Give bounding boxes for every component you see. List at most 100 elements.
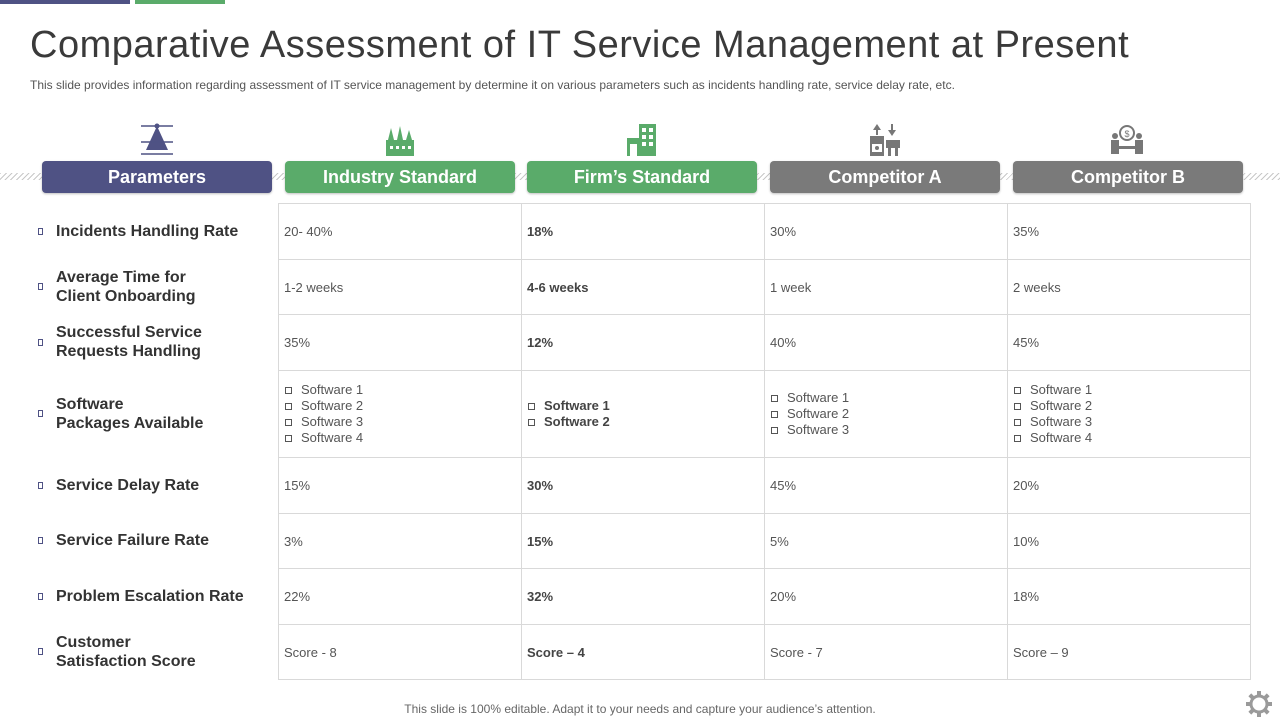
- bullet-icon: [38, 410, 43, 417]
- table-cell: 20%: [764, 568, 1008, 625]
- meeting-people-icon: $: [1111, 125, 1143, 154]
- table-cell: Score – 4: [521, 624, 765, 680]
- parameter-row: Software Packages Available: [38, 370, 278, 457]
- table-cell: Software 1 Software 2 Software 3: [764, 370, 1008, 458]
- software-label: Software 3: [787, 422, 850, 437]
- table-cell: 32%: [521, 568, 765, 625]
- header-parameters: Parameters: [42, 161, 272, 193]
- software-item: Software 4: [284, 430, 521, 446]
- checkbox-icon: [771, 410, 778, 418]
- table-cell: 1 week: [764, 259, 1008, 315]
- table-cell: 30%: [521, 457, 765, 514]
- top-accent-bar-purple: [0, 0, 130, 4]
- bullet-icon: [38, 338, 43, 346]
- software-label: Software 4: [301, 430, 364, 445]
- footer-note: This slide is 100% editable. Adapt it to…: [404, 702, 876, 716]
- table-cell: 20%: [1007, 457, 1251, 514]
- table-cell: Software 1 Software 2 Software 3 Softwar…: [1007, 370, 1251, 458]
- software-label: Software 4: [1030, 430, 1093, 445]
- top-accent-bar-green: [135, 0, 225, 4]
- table-cell: Score - 8: [278, 624, 522, 680]
- table-row: 35% 12% 40% 45%: [278, 314, 1251, 371]
- checkbox-icon: [1014, 434, 1021, 442]
- table-cell: Score - 7: [764, 624, 1008, 680]
- checkbox-icon: [1014, 418, 1021, 426]
- table-row: Score - 8 Score – 4 Score - 7 Score – 9: [278, 624, 1251, 680]
- header-firms-standard: Firm’s Standard: [527, 161, 757, 193]
- checkbox-icon: [528, 418, 535, 426]
- table-cell: 40%: [764, 314, 1008, 371]
- parameter-row: Service Failure Rate: [38, 513, 278, 568]
- parameter-label: Service Failure Rate: [56, 532, 209, 549]
- parameter-row: Incidents Handling Rate: [38, 203, 278, 259]
- table-cell: 35%: [278, 314, 522, 371]
- table-cell: 2 weeks: [1007, 259, 1251, 315]
- table-cell: 4-6 weeks: [521, 259, 765, 315]
- parameter-label: Customer Satisfaction Score: [56, 633, 196, 670]
- software-label: Software 1: [301, 382, 364, 397]
- bullet-icon: [38, 537, 43, 544]
- parameter-row: Successful Service Requests Handling: [38, 314, 278, 370]
- software-label: Software 1: [544, 398, 610, 413]
- software-label: Software 2: [301, 398, 364, 413]
- table-cell: 3%: [278, 513, 522, 569]
- parameter-label: Average Time for Client Onboarding: [56, 268, 196, 305]
- table-row: 20- 40% 18% 30% 35%: [278, 203, 1251, 260]
- table-row: 1-2 weeks 4-6 weeks 1 week 2 weeks: [278, 259, 1251, 315]
- table-cell: 18%: [521, 203, 765, 260]
- building-icon: [627, 124, 656, 156]
- table-cell: 22%: [278, 568, 522, 625]
- bullet-icon: [38, 592, 43, 600]
- header-competitor-b: Competitor B: [1013, 161, 1243, 193]
- checkbox-icon: [771, 394, 778, 402]
- checkbox-icon: [528, 402, 535, 410]
- table-cell: 45%: [1007, 314, 1251, 371]
- table-row: 3% 15% 5% 10%: [278, 513, 1251, 569]
- checkbox-icon: [285, 402, 292, 410]
- software-item: Software 3: [770, 422, 1007, 438]
- table-cell: 35%: [1007, 203, 1251, 260]
- software-item: Software 1: [1013, 382, 1250, 398]
- software-label: Software 2: [1030, 398, 1093, 413]
- checkbox-icon: [285, 386, 292, 394]
- parameter-label: Software Packages Available: [56, 395, 204, 432]
- table-cell: Score – 9: [1007, 624, 1251, 680]
- svg-text:$: $: [1124, 129, 1129, 139]
- table-cell: 18%: [1007, 568, 1251, 625]
- table-cell: 15%: [521, 513, 765, 569]
- table-row: Software 1 Software 2 Software 3 Softwar…: [278, 370, 1251, 458]
- table-cell: Software 1 Software 2: [521, 370, 765, 458]
- software-label: Software 3: [301, 414, 364, 429]
- checkbox-icon: [1014, 402, 1021, 410]
- parameter-label: Problem Escalation Rate: [56, 587, 244, 605]
- factory-icon: [386, 126, 414, 156]
- table-cell: 10%: [1007, 513, 1251, 569]
- bullet-icon: [38, 648, 43, 655]
- table-cell: 1-2 weeks: [278, 259, 522, 315]
- header-competitor-a: Competitor A: [770, 161, 1000, 193]
- software-item: Software 4: [1013, 430, 1250, 446]
- table-cell: 15%: [278, 457, 522, 514]
- parameter-row: Problem Escalation Rate: [38, 568, 278, 624]
- software-item: Software 2: [284, 398, 521, 414]
- table-row: 22% 32% 20% 18%: [278, 568, 1251, 625]
- table-cell: 12%: [521, 314, 765, 371]
- parameter-row: Customer Satisfaction Score: [38, 624, 278, 679]
- comparison-table: 20- 40% 18% 30% 35% 1-2 weeks 4-6 weeks …: [278, 203, 1251, 680]
- software-label: Software 2: [544, 414, 610, 429]
- table-cell: 20- 40%: [278, 203, 522, 260]
- bullet-icon: [38, 227, 43, 235]
- settings-gear-icon: [1246, 691, 1272, 717]
- software-item: Software 1: [284, 382, 521, 398]
- software-item: Software 3: [284, 414, 521, 430]
- software-label: Software 1: [1030, 382, 1093, 397]
- software-label: Software 2: [787, 406, 850, 421]
- parameter-label: Incidents Handling Rate: [56, 222, 239, 240]
- software-item: Software 2: [1013, 398, 1250, 414]
- software-label: Software 1: [787, 390, 850, 405]
- parameter-label: Service Delay Rate: [56, 476, 200, 494]
- table-cell: 45%: [764, 457, 1008, 514]
- pyramid-chart-icon: [141, 123, 173, 155]
- page-subtitle: This slide provides information regardin…: [30, 78, 955, 92]
- software-label: Software 3: [1030, 414, 1093, 429]
